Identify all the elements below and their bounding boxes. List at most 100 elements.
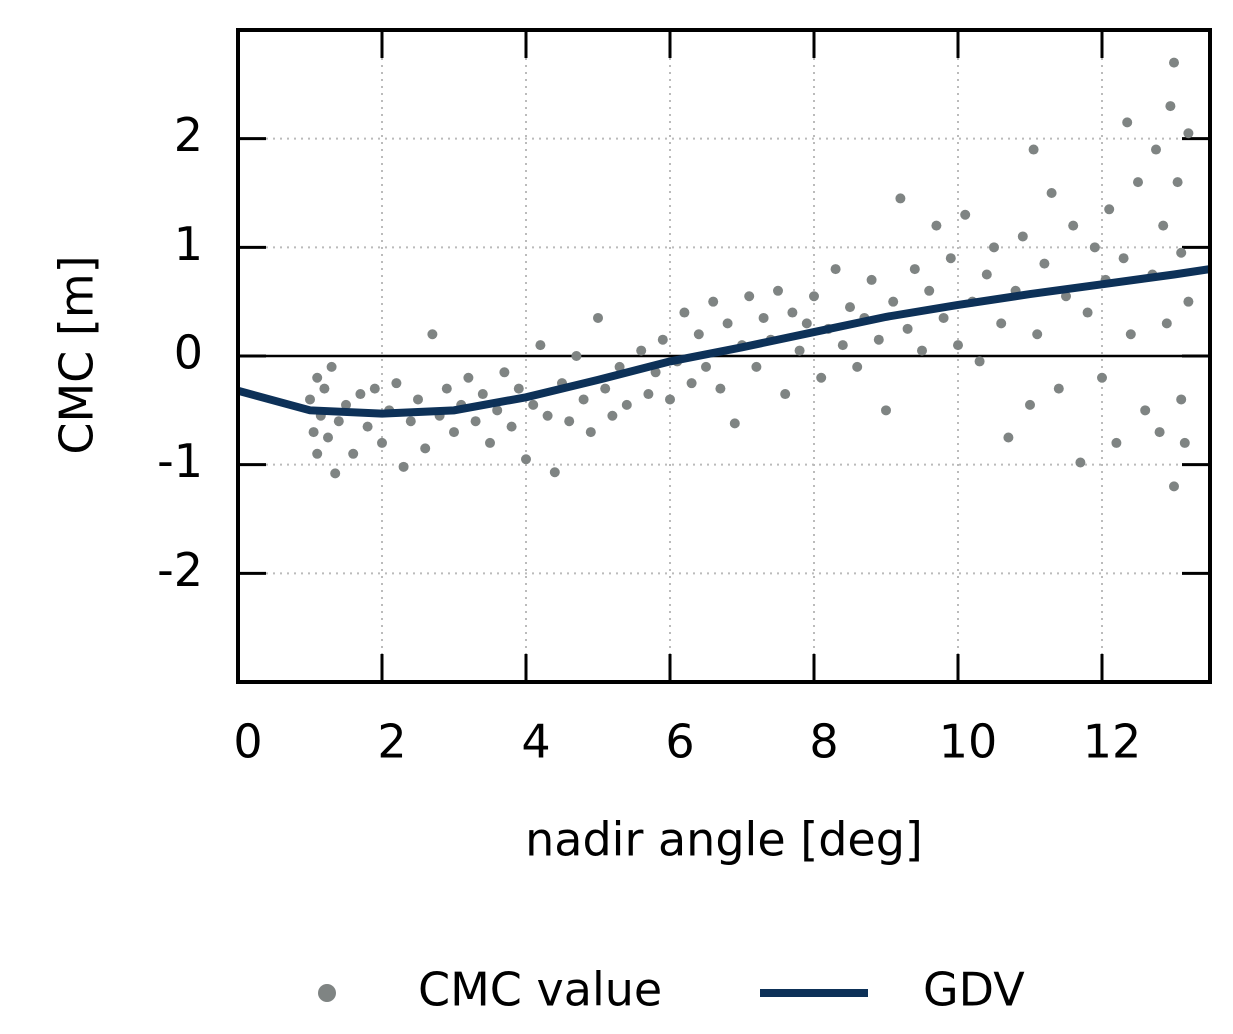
- data-point: [312, 448, 323, 459]
- data-point: [348, 448, 359, 459]
- data-point: [1176, 247, 1187, 258]
- data-point: [441, 383, 452, 394]
- data-point: [1104, 204, 1115, 215]
- y-tick-label: -2: [157, 543, 203, 597]
- data-point: [852, 361, 863, 372]
- data-point: [643, 389, 654, 400]
- data-point: [405, 416, 416, 427]
- data-point: [1075, 457, 1086, 468]
- data-point: [1039, 258, 1050, 269]
- y-tick-label: -1: [157, 434, 203, 488]
- data-point: [528, 399, 539, 410]
- data-point: [693, 329, 704, 340]
- data-point: [513, 383, 524, 394]
- data-point: [621, 399, 632, 410]
- data-point: [1082, 307, 1093, 318]
- data-point: [521, 454, 531, 465]
- x-tick-label: 4: [521, 715, 550, 769]
- data-point: [1089, 242, 1100, 253]
- data-point: [881, 405, 891, 416]
- data-point: [420, 443, 431, 454]
- data-point: [600, 383, 611, 394]
- data-point: [1125, 329, 1136, 340]
- data-point: [679, 307, 690, 318]
- data-point: [1003, 432, 1014, 443]
- plot-frame: [236, 28, 1212, 684]
- x-tick-label: 8: [809, 715, 838, 769]
- data-point: [1158, 220, 1169, 231]
- data-point: [1111, 437, 1122, 448]
- data-point: [1176, 394, 1187, 405]
- data-point: [1118, 253, 1129, 264]
- x-tick-label: 0: [233, 715, 262, 769]
- data-point: [866, 274, 877, 285]
- data-point: [701, 361, 711, 372]
- data-point: [477, 389, 488, 400]
- data-point: [470, 416, 481, 427]
- data-point: [1183, 128, 1194, 139]
- data-point: [945, 253, 956, 264]
- data-point: [449, 427, 459, 438]
- data-point: [355, 389, 366, 400]
- data-point: [902, 323, 913, 334]
- data-point: [542, 410, 553, 421]
- x-tick-label: 10: [939, 715, 998, 769]
- data-point: [873, 334, 884, 345]
- data-point: [1046, 188, 1057, 198]
- data-point: [1097, 372, 1107, 383]
- data-point: [888, 296, 899, 307]
- data-point: [330, 468, 341, 479]
- data-point: [1172, 177, 1183, 188]
- data-point: [917, 345, 927, 356]
- legend-label: CMC value: [418, 963, 662, 1017]
- legend-marker: [318, 984, 336, 1002]
- data-point: [773, 285, 783, 296]
- data-point: [1133, 177, 1143, 188]
- data-point: [571, 351, 582, 361]
- y-tick-label: 2: [174, 108, 203, 162]
- data-point: [391, 378, 402, 389]
- y-axis-label: CMC [m]: [50, 255, 104, 454]
- data-point: [506, 421, 517, 432]
- data-point: [938, 312, 949, 323]
- data-point: [787, 307, 798, 318]
- data-point: [377, 437, 387, 448]
- data-point: [341, 399, 351, 410]
- data-point: [924, 285, 935, 296]
- data-point: [794, 345, 805, 356]
- data-point: [305, 394, 315, 405]
- data-point: [1140, 405, 1151, 416]
- data-point: [809, 291, 819, 302]
- data-point: [1068, 220, 1079, 231]
- data-point: [1161, 318, 1172, 329]
- x-axis-label: nadir angle [deg]: [525, 813, 923, 867]
- data-point: [585, 427, 596, 438]
- data-point: [535, 340, 546, 351]
- data-point: [312, 372, 323, 383]
- data-point: [845, 302, 855, 313]
- data-point: [960, 209, 971, 220]
- data-point: [1028, 144, 1039, 155]
- data-point: [323, 432, 333, 443]
- data-point: [837, 340, 848, 351]
- data-point: [369, 383, 380, 394]
- data-point: [657, 334, 668, 345]
- data-point: [1025, 399, 1035, 410]
- data-point: [953, 340, 963, 351]
- data-point: [492, 405, 503, 416]
- data-point: [729, 418, 740, 429]
- data-point: [758, 312, 769, 323]
- data-point: [1154, 427, 1165, 438]
- data-point: [564, 416, 575, 427]
- y-tick-label: 0: [174, 326, 203, 380]
- data-point: [909, 264, 920, 275]
- data-point: [931, 220, 942, 231]
- x-tick-label: 6: [665, 715, 694, 769]
- data-point: [1179, 437, 1190, 448]
- data-point: [708, 296, 719, 307]
- data-point: [830, 264, 841, 275]
- data-point: [981, 269, 992, 280]
- data-point: [636, 345, 647, 356]
- data-point: [549, 467, 560, 478]
